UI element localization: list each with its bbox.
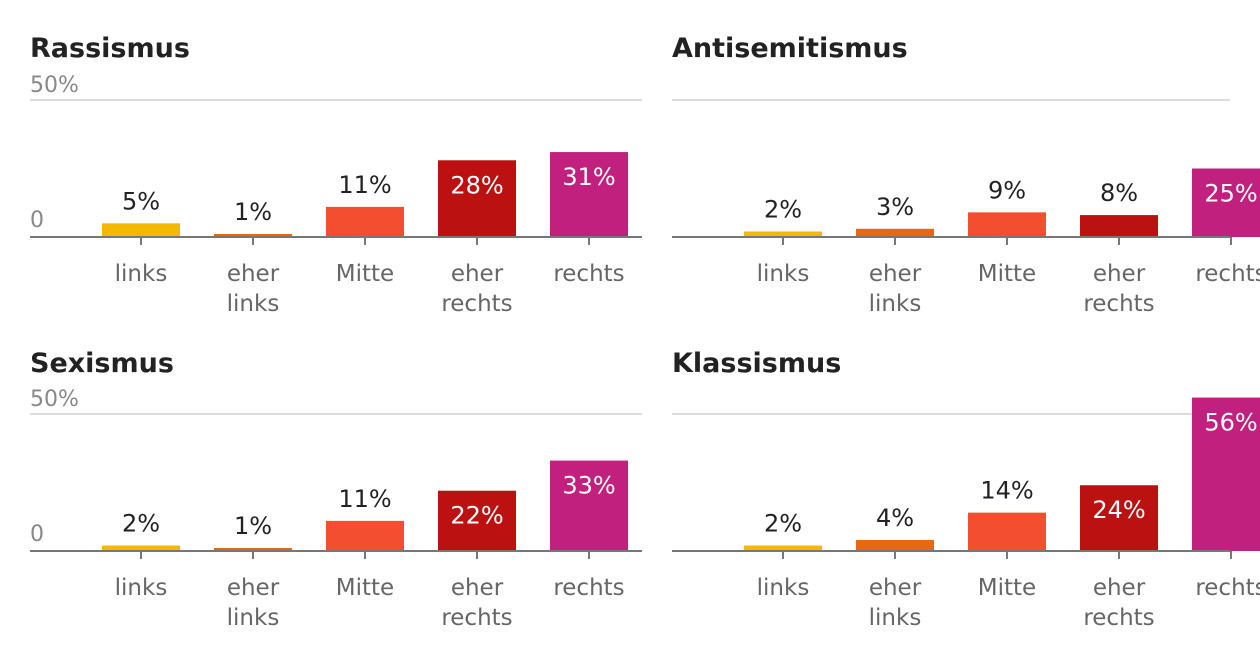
x-category-label: eher links (869, 261, 922, 317)
bar (1192, 168, 1260, 237)
bar-value-label: 2% (122, 510, 160, 538)
bar (1192, 397, 1260, 551)
x-category-label: Mitte (336, 261, 394, 287)
x-category-label: eher links (227, 575, 280, 631)
bar (1080, 485, 1158, 551)
x-category-label: links (757, 575, 810, 601)
y-tick-label: 50% (30, 387, 79, 412)
bar (856, 228, 934, 237)
bar-value-label: 14% (980, 477, 1033, 505)
x-category-label: eher rechts (1083, 261, 1154, 317)
x-category-label: eher rechts (441, 261, 512, 317)
x-category-label: rechts (1195, 261, 1260, 287)
x-category-label: eher rechts (441, 575, 512, 631)
bar (438, 490, 516, 551)
x-category-label: rechts (553, 261, 624, 287)
bar (856, 540, 934, 551)
bar-value-label: 1% (234, 198, 272, 226)
chart-title: Rassismus (30, 33, 190, 64)
x-category-label: Mitte (978, 261, 1036, 287)
bar-value-label: 9% (988, 176, 1026, 204)
bar-value-label: 24% (1092, 496, 1145, 524)
x-category-label: eher links (227, 261, 280, 317)
chart-panel-rassismus: Rassismus 50% 0 5% links 1% eher links 11% Mitte 2… (30, 33, 642, 317)
chart-panel-antisemitismus: Antisemitismus 2% links 3% eher links 9% Mitte 8… (672, 33, 1260, 317)
bar-value-label: 5% (122, 187, 160, 215)
chart-panel-klassismus: Klassismus 2% links 4% eher links 14% Mitte 24% e… (672, 348, 1260, 631)
bar-value-label: 3% (876, 193, 914, 221)
bar (102, 545, 180, 551)
bar (744, 231, 822, 237)
bar-value-label: 31% (562, 163, 615, 191)
x-category-label: rechts (553, 575, 624, 601)
y-tick-label: 50% (30, 73, 79, 98)
bar-value-label: 33% (562, 472, 615, 500)
chart-title: Sexismus (30, 348, 174, 379)
bar (1080, 215, 1158, 237)
x-category-label: Mitte (978, 575, 1036, 601)
x-category-label: eher rechts (1083, 575, 1154, 631)
chart-panel-sexismus: Sexismus 50% 0 2% links 1% eher links 11% Mitte 22… (30, 348, 642, 631)
bar (550, 460, 628, 551)
bar (214, 548, 292, 551)
bar-value-label: 56% (1204, 409, 1257, 437)
bar-value-label: 4% (876, 504, 914, 532)
bar (968, 512, 1046, 551)
x-category-label: links (115, 261, 168, 287)
bar (102, 223, 180, 237)
bar-value-label: 25% (1204, 180, 1257, 208)
y-tick-label: 0 (30, 522, 44, 547)
bar (326, 206, 404, 237)
bar-value-label: 2% (764, 510, 802, 538)
chart-title: Antisemitismus (672, 33, 908, 64)
bar (550, 152, 628, 237)
bar (744, 545, 822, 551)
chart-title: Klassismus (672, 348, 841, 379)
x-category-label: Mitte (336, 575, 394, 601)
bar-value-label: 1% (234, 512, 272, 540)
bar (968, 212, 1046, 237)
bar-value-label: 8% (1100, 179, 1138, 207)
bar-value-label: 22% (450, 502, 503, 530)
bar-value-label: 2% (764, 196, 802, 224)
y-tick-label: 0 (30, 208, 44, 233)
bar (438, 160, 516, 237)
bar-value-label: 11% (338, 485, 391, 513)
x-category-label: rechts (1195, 575, 1260, 601)
bar (214, 234, 292, 237)
bar (326, 520, 404, 551)
x-category-label: links (757, 261, 810, 287)
x-category-label: links (115, 575, 168, 601)
bar-value-label: 28% (450, 171, 503, 199)
x-category-label: eher links (869, 575, 922, 631)
bar-value-label: 11% (338, 171, 391, 199)
